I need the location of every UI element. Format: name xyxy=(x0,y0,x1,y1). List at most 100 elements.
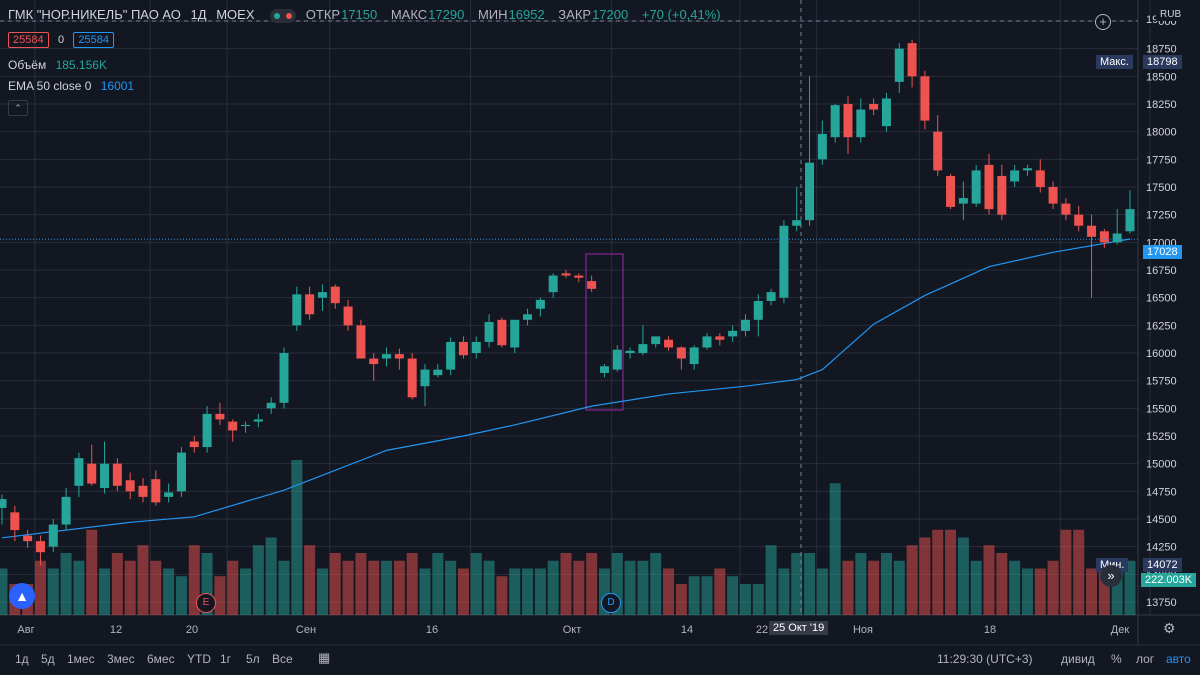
close-value: 17200 xyxy=(592,7,629,22)
volume-bar xyxy=(342,560,354,615)
range-button[interactable]: 3мес xyxy=(107,652,135,666)
settings-gear-icon[interactable]: ⚙ xyxy=(1163,620,1176,636)
range-button[interactable]: 5д xyxy=(41,652,55,666)
candle-body xyxy=(74,458,84,486)
candle-body xyxy=(535,299,545,309)
chevron-up-icon: ⌃ xyxy=(14,103,22,113)
candle-body xyxy=(446,341,456,370)
price-tick-label: 17750 xyxy=(1146,154,1177,166)
ask-price[interactable]: 25584 xyxy=(73,32,114,48)
volume-bar xyxy=(457,568,469,615)
price-tick-label: 17250 xyxy=(1146,210,1177,222)
volume-bar xyxy=(829,483,841,615)
earnings-event-icon[interactable]: E xyxy=(196,593,216,613)
price-tick-label: 15500 xyxy=(1146,403,1177,415)
candle-body xyxy=(740,319,750,331)
candle-body xyxy=(471,341,481,353)
price-tick-label: 18250 xyxy=(1146,99,1177,111)
volume-bar xyxy=(278,560,290,615)
price-tick-label: 14500 xyxy=(1146,514,1177,526)
volume-bar xyxy=(983,545,995,615)
dividend-event-icon[interactable]: D xyxy=(601,593,621,613)
price-tick-label: 16750 xyxy=(1146,265,1177,277)
range-button[interactable]: Все xyxy=(272,652,293,666)
scroll-right-button[interactable]: » xyxy=(1100,565,1122,587)
candle-body xyxy=(458,341,468,356)
volume-bar xyxy=(868,560,880,615)
market-status-toggle[interactable] xyxy=(270,8,297,23)
volume-bar xyxy=(240,568,252,615)
volume-bar xyxy=(957,537,969,615)
axis-top-partial: 19 xyxy=(1146,14,1159,26)
percent-scale-toggle[interactable]: % xyxy=(1111,652,1122,666)
currency-label[interactable]: RUB xyxy=(1156,8,1186,21)
volume-bar xyxy=(675,584,687,615)
range-button[interactable]: 1д xyxy=(15,652,29,666)
candle-body xyxy=(394,354,404,359)
volume-bar xyxy=(919,537,931,615)
candle-body xyxy=(587,281,597,289)
price-tick-label: 18750 xyxy=(1146,44,1177,56)
volume-legend[interactable]: Объём 185.156K xyxy=(8,58,113,72)
candle-body xyxy=(728,330,738,337)
auto-scale-toggle[interactable]: авто xyxy=(1166,652,1191,666)
bid-ask-row: 25584 0 25584 xyxy=(8,32,120,48)
candle-body xyxy=(305,294,315,315)
candle-body xyxy=(1048,187,1058,204)
symbol-name[interactable]: ГМК "НОР.НИКЕЛЬ" ПАО АО xyxy=(8,7,181,22)
volume-bar xyxy=(1098,568,1110,615)
volume-bar xyxy=(650,553,662,615)
calendar-icon[interactable]: ▦ xyxy=(318,650,331,665)
candle-body xyxy=(548,275,558,293)
candle-body xyxy=(958,198,968,204)
collapse-legend-button[interactable]: ⌃ xyxy=(8,100,28,116)
volume-bar xyxy=(111,553,123,615)
range-button[interactable]: 1г xyxy=(220,652,232,666)
candle-body xyxy=(664,339,674,348)
high-label: МАКС xyxy=(390,7,428,22)
bid-price[interactable]: 25584 xyxy=(8,32,49,48)
dividends-adjust-toggle[interactable]: дивид xyxy=(1061,652,1095,666)
volume-bar xyxy=(880,553,892,615)
candle-body xyxy=(241,424,251,427)
ema-legend[interactable]: EMA 50 close 0 16001 xyxy=(8,79,140,93)
range-button[interactable]: YTD xyxy=(187,652,211,666)
candle-body xyxy=(946,175,956,207)
candle-body xyxy=(689,347,699,365)
candle-body xyxy=(317,292,327,298)
volume-bar xyxy=(970,560,982,615)
plus-icon[interactable]: + xyxy=(1095,14,1111,30)
volume-bar xyxy=(727,576,739,615)
candle-body xyxy=(279,353,289,403)
clock-time[interactable]: 11:29:30 (UTC+3) xyxy=(937,652,1033,666)
candle-body xyxy=(676,347,686,359)
volume-bar xyxy=(586,553,598,615)
range-button[interactable]: 6мес xyxy=(147,652,175,666)
candle-body xyxy=(574,275,584,278)
volume-bar xyxy=(996,553,1008,615)
candle-body xyxy=(1125,209,1135,232)
volume-bar xyxy=(265,537,277,615)
volume-bar xyxy=(86,529,98,615)
range-button[interactable]: 5л xyxy=(246,652,260,666)
price-tick-label: 15250 xyxy=(1146,431,1177,443)
interval-label[interactable]: 1Д xyxy=(190,7,207,22)
candle-body xyxy=(484,322,494,342)
log-scale-toggle[interactable]: лог xyxy=(1136,652,1155,666)
range-button[interactable]: 1мес xyxy=(67,652,95,666)
price-tick-label: 14250 xyxy=(1146,542,1177,554)
volume-bar xyxy=(188,545,200,615)
candle-body xyxy=(343,306,353,326)
volume-bar xyxy=(906,545,918,615)
volume-bar xyxy=(598,568,610,615)
candle-body xyxy=(292,294,302,326)
volume-label: Объём xyxy=(8,58,47,72)
volume-bar xyxy=(752,584,764,615)
time-tick-label: 18 xyxy=(983,624,997,636)
volume-bar xyxy=(778,568,790,615)
logo-icon[interactable]: ▲ xyxy=(9,583,35,609)
volume-bar xyxy=(739,584,751,615)
candle-body xyxy=(894,48,904,82)
volume-bar xyxy=(945,529,957,615)
